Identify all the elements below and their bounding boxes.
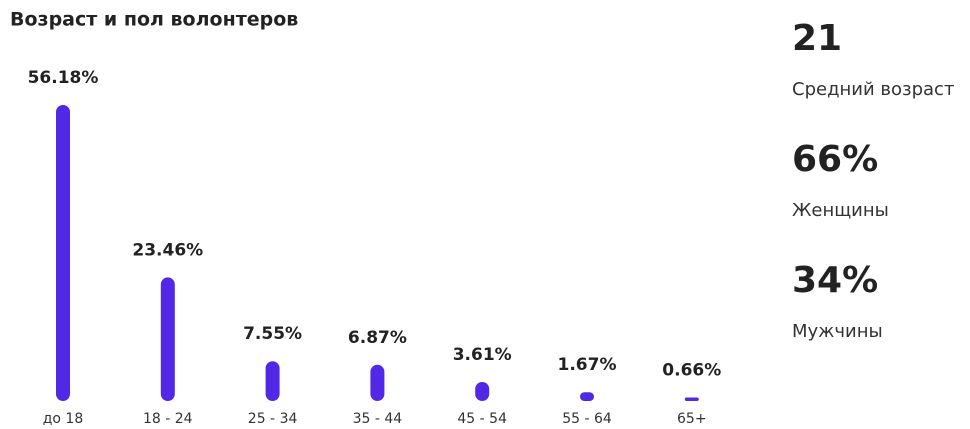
x-tick-label: 55 - 64: [562, 411, 612, 427]
bar: [265, 361, 280, 401]
stat-value: 21: [792, 18, 842, 59]
x-tick-label: 35 - 44: [353, 411, 403, 427]
bar: [370, 364, 385, 401]
stat-label: Женщины: [792, 200, 889, 221]
x-tick-label: до 18: [43, 411, 84, 427]
x-tick-label: 25 - 34: [248, 411, 298, 427]
data-label: 6.87%: [348, 328, 407, 348]
stat-value: 34%: [792, 260, 878, 301]
x-tick-label: 18 - 24: [143, 411, 193, 427]
bar: [580, 392, 594, 401]
bar: [56, 105, 70, 401]
bar: [160, 277, 175, 401]
data-label: 7.55%: [243, 324, 302, 344]
data-label: 56.18%: [28, 68, 99, 88]
stat-label: Мужчины: [792, 321, 883, 342]
stat-label: Средний возраст: [792, 79, 954, 100]
chart-title: Возраст и пол волонтеров: [10, 9, 298, 31]
data-label: 1.67%: [558, 355, 617, 375]
bar: [475, 381, 490, 401]
data-label: 0.66%: [662, 361, 721, 381]
x-tick-label: 45 - 54: [457, 411, 507, 427]
data-label: 3.61%: [453, 345, 512, 365]
x-tick-label: 65+: [677, 411, 707, 427]
stat-value: 66%: [792, 139, 878, 180]
bar: [684, 397, 699, 401]
data-label: 23.46%: [132, 240, 203, 260]
